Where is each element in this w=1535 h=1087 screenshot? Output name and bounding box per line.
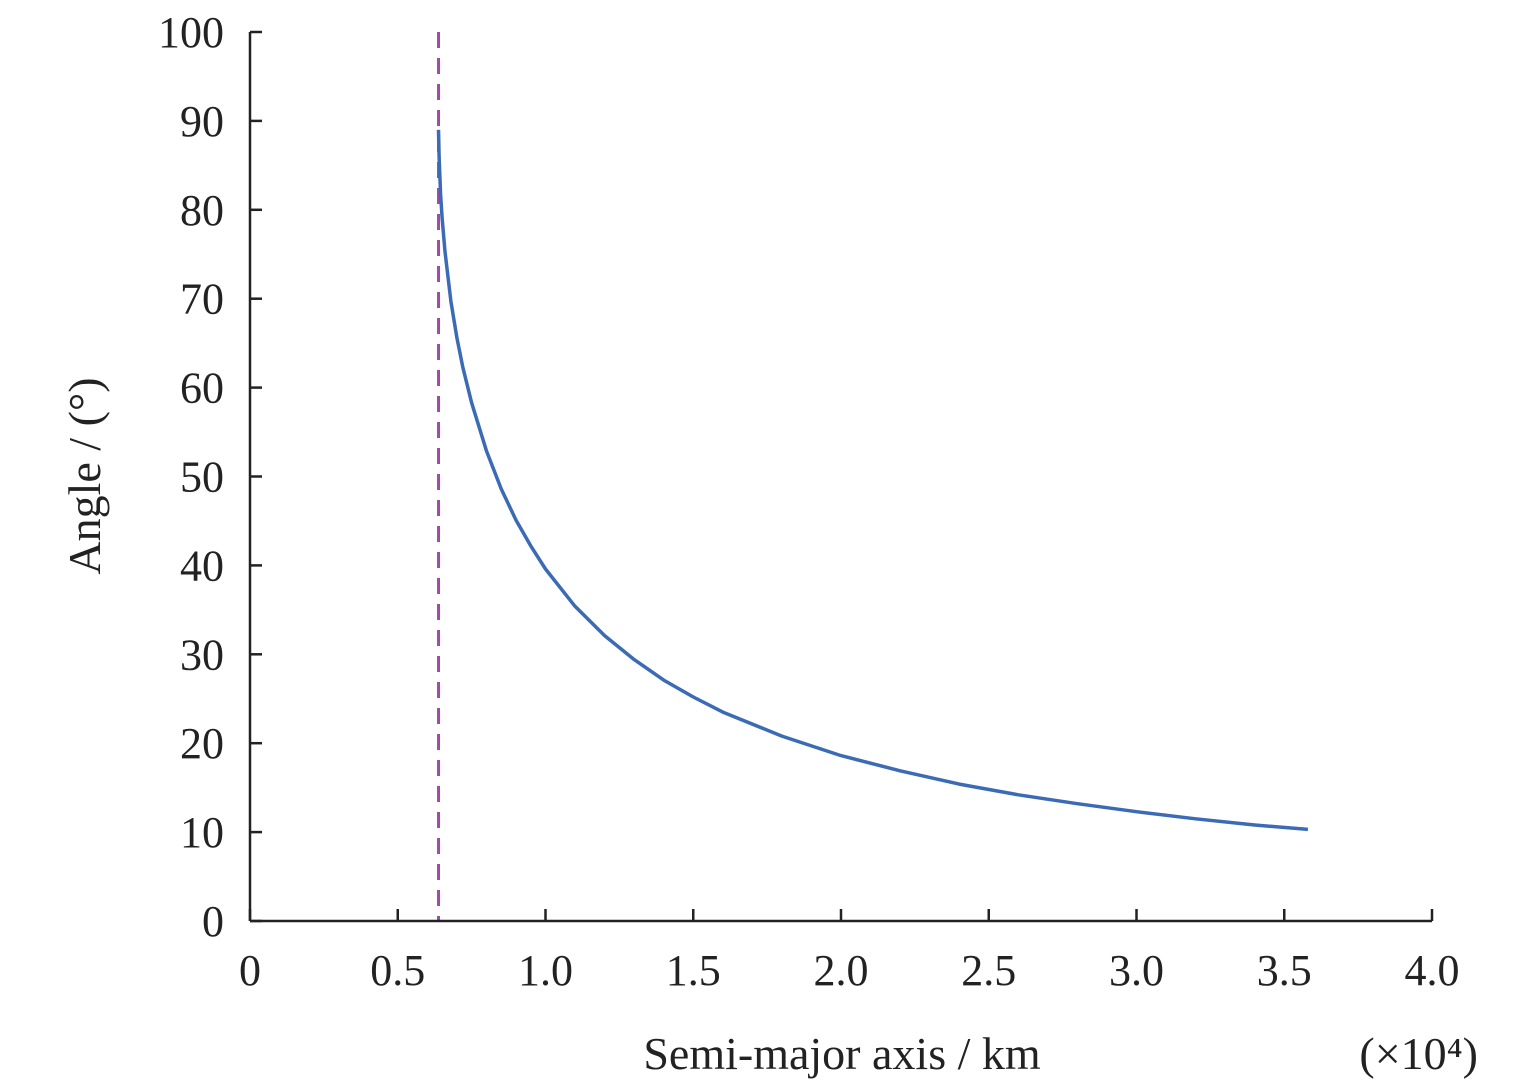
x-tick-label: 0 bbox=[239, 946, 261, 995]
y-tick-label: 60 bbox=[180, 364, 224, 413]
y-tick-label: 100 bbox=[158, 8, 224, 57]
x-axis-multiplier: (×10⁴) bbox=[1359, 1028, 1478, 1079]
series-line bbox=[436, 129, 1309, 832]
y-axis-title: Angle / (°) bbox=[59, 377, 110, 574]
y-tick-label: 0 bbox=[202, 897, 224, 946]
tick-labels: 0 0.5 1.0 1.5 2.0 2.5 3.0 3.5 4.0 0 10 20 30 40 50 60 70… bbox=[158, 8, 1460, 995]
x-tick-label: 1.0 bbox=[518, 946, 573, 995]
y-tick-label: 50 bbox=[180, 453, 224, 502]
y-tick-label: 10 bbox=[180, 808, 224, 857]
y-tick-label: 20 bbox=[180, 719, 224, 768]
x-tick-label: 4.0 bbox=[1405, 946, 1460, 995]
y-tick-label: 30 bbox=[180, 630, 224, 679]
x-tick-label: 2.0 bbox=[814, 946, 869, 995]
y-tick-label: 90 bbox=[180, 97, 224, 146]
x-tick-label: 0.5 bbox=[370, 946, 425, 995]
axes bbox=[248, 30, 1434, 923]
x-tick-label: 3.0 bbox=[1109, 946, 1164, 995]
x-axis-title: Semi-major axis / km bbox=[643, 1028, 1041, 1079]
x-tick-label: 3.5 bbox=[1257, 946, 1312, 995]
y-tick-label: 40 bbox=[180, 541, 224, 590]
x-tick-label: 2.5 bbox=[961, 946, 1016, 995]
plot-area bbox=[436, 32, 1309, 921]
x-tick-label: 1.5 bbox=[666, 946, 721, 995]
y-tick-label: 70 bbox=[180, 275, 224, 324]
y-tick-label: 80 bbox=[180, 186, 224, 235]
